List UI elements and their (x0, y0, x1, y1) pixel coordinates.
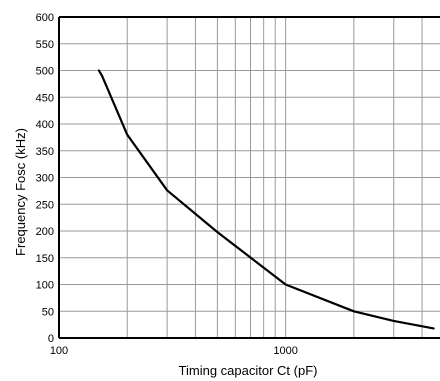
plot-area (58, 16, 440, 339)
y-tick-label: 150 (36, 253, 54, 265)
chart-grid (59, 16, 440, 339)
x-tick-labels: 100 1000 (50, 345, 298, 357)
y-tick-label: 500 (36, 66, 54, 78)
series-layer (97, 69, 435, 330)
y-tick-label: 250 (36, 199, 54, 211)
y-tick-label: 450 (36, 92, 54, 104)
y-tick-label: 300 (36, 173, 54, 185)
y-axis-title: Frequency Fosc (kHz) (13, 128, 28, 256)
y-tick-label: 550 (36, 39, 54, 51)
y-tick-labels: 0 50 100 150 200 250 300 350 400 450 500 550 600 (36, 12, 54, 345)
y-tick-label: 400 (36, 119, 54, 131)
y-tick-label: 200 (36, 226, 54, 238)
x-axis-title: Timing capacitor Ct (pF) (179, 363, 318, 378)
y-tick-label: 50 (42, 306, 54, 318)
x-tick-label: 100 (50, 345, 68, 357)
y-tick-label: 0 (48, 333, 54, 345)
y-tick-label: 100 (36, 280, 54, 292)
series-line (97, 69, 435, 330)
x-tick-label: 1000 (273, 345, 297, 357)
y-tick-label: 600 (36, 12, 54, 24)
y-tick-label: 350 (36, 146, 54, 158)
